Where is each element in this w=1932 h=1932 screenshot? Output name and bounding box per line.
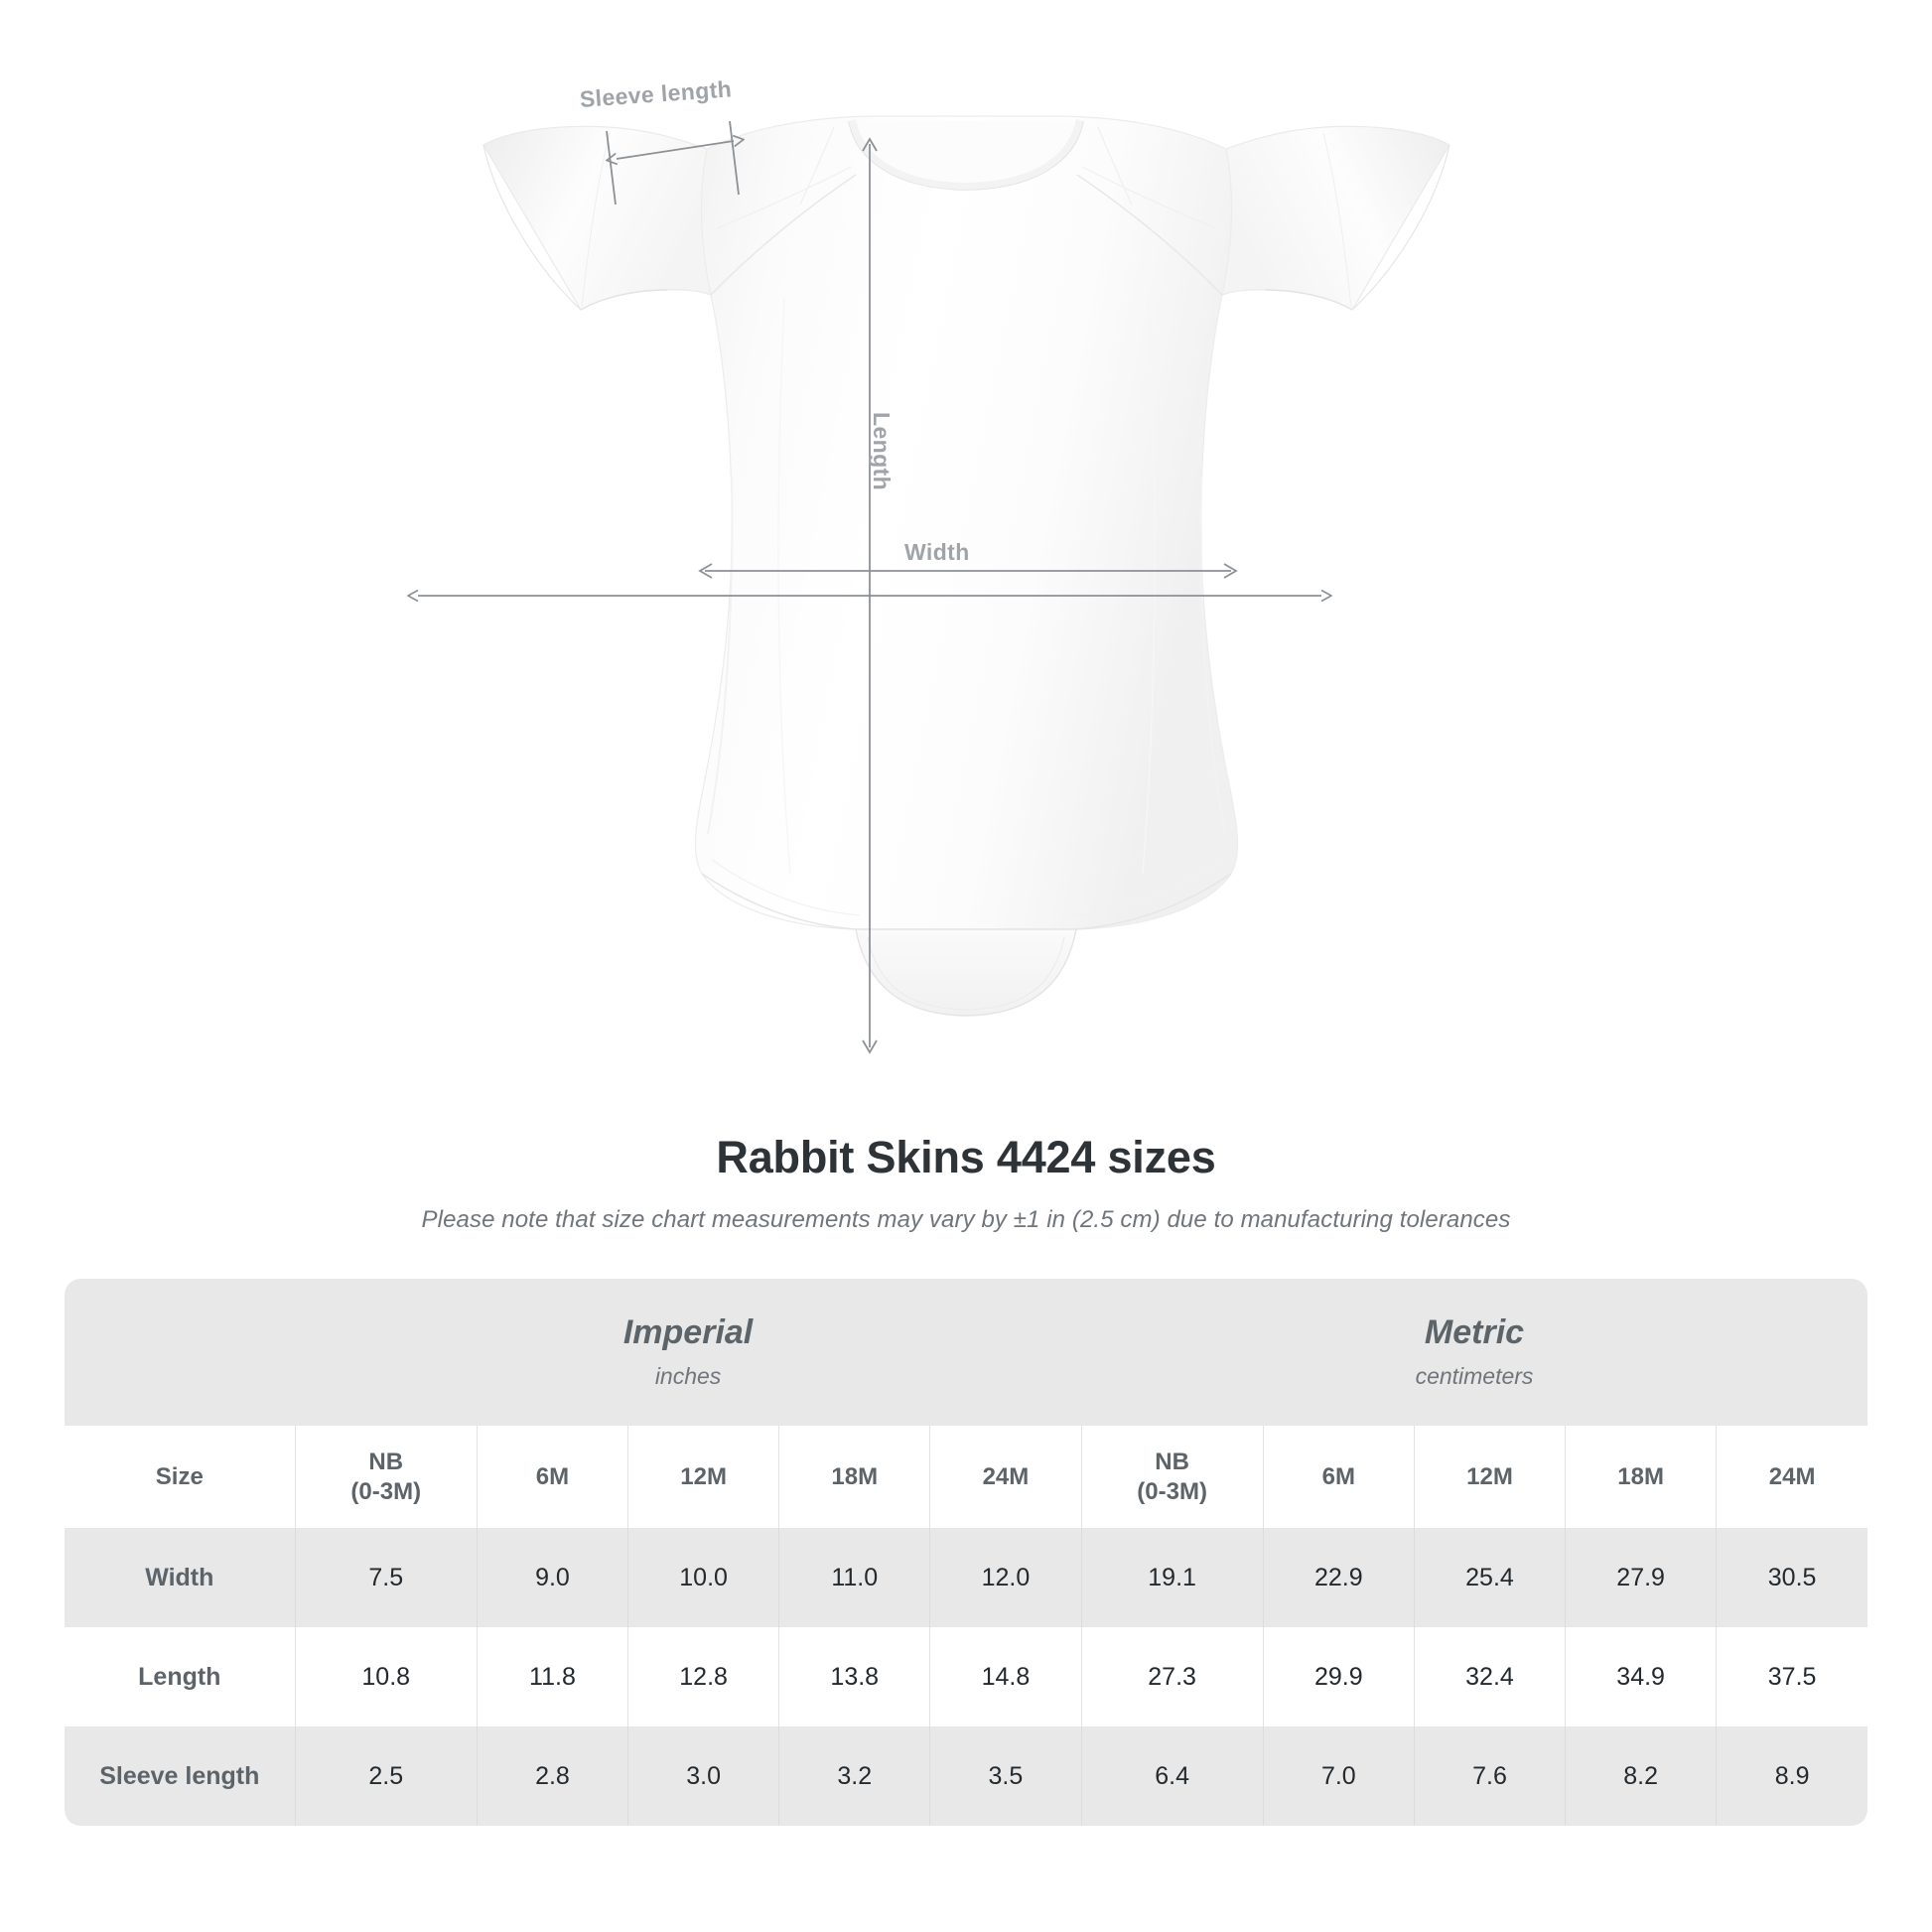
cell-sleeve-metric-nb: 6.4 [1080, 1726, 1264, 1826]
cell-width-metric-6m: 22.9 [1262, 1528, 1415, 1627]
cell-width-imperial-12m: 10.0 [627, 1528, 779, 1627]
column-header-imperial-18m: 18M [778, 1426, 930, 1528]
cell-length-imperial-18m: 13.8 [778, 1627, 930, 1726]
cell-width-imperial-18m: 11.0 [778, 1528, 930, 1627]
column-header-metric-24m: 24M [1716, 1426, 1867, 1528]
column-header-imperial-nb: NB (0-3M) [294, 1426, 478, 1528]
table-row: Length 10.8 11.8 12.8 13.8 14.8 27.3 29.… [65, 1627, 1867, 1726]
size-header-row: Size NB (0-3M) 6M 12M 18M 24M NB (0-3M) … [65, 1426, 1867, 1528]
cell-sleeve-metric-24m: 8.9 [1716, 1726, 1867, 1826]
cell-length-imperial-12m: 12.8 [627, 1627, 779, 1726]
metric-unit-label: centimeters [1415, 1362, 1534, 1389]
cell-width-imperial-6m: 9.0 [476, 1528, 628, 1627]
cell-width-metric-24m: 30.5 [1716, 1528, 1867, 1627]
page-title: Rabbit Skins 4424 sizes [716, 1132, 1216, 1182]
column-header-imperial-6m: 6M [476, 1426, 628, 1528]
column-header-imperial-24m: 24M [929, 1426, 1081, 1528]
cell-sleeve-metric-18m: 8.2 [1565, 1726, 1717, 1826]
row-label-length: Length [65, 1627, 296, 1726]
column-header-metric-nb: NB (0-3M) [1080, 1426, 1264, 1528]
column-header-size: NB [1155, 1449, 1189, 1476]
table-row: Sleeve length 2.5 2.8 3.0 3.2 3.5 6.4 7.… [65, 1726, 1867, 1826]
bodysuit-diagram [0, 115, 1450, 1054]
right-sleeve [1221, 125, 1450, 311]
row-label-sleeve-length: Sleeve length [65, 1726, 296, 1826]
cell-length-metric-nb: 27.3 [1080, 1627, 1264, 1726]
imperial-unit-label: inches [654, 1362, 722, 1389]
left-sleeve [483, 125, 712, 311]
cell-length-metric-6m: 29.9 [1262, 1627, 1415, 1726]
cell-width-metric-nb: 19.1 [1080, 1528, 1264, 1627]
imperial-label: Imperial [622, 1313, 754, 1352]
metric-group-header: Metric centimeters [1081, 1279, 1867, 1426]
size-chart-table-container: Imperial inches Metric centimeters Size … [65, 1279, 1867, 1826]
cell-length-imperial-24m: 14.8 [929, 1627, 1081, 1726]
tolerance-note: Please note that size chart measurements… [421, 1206, 1511, 1233]
column-header-metric-18m: 18M [1565, 1426, 1717, 1528]
cell-sleeve-imperial-6m: 2.8 [476, 1726, 628, 1826]
imperial-group-header: Imperial inches [295, 1279, 1081, 1426]
sleeve-length-dimension [607, 120, 739, 206]
cell-length-metric-18m: 34.9 [1565, 1627, 1717, 1726]
cell-sleeve-imperial-nb: 2.5 [294, 1726, 478, 1826]
column-header-metric-6m: 6M [1262, 1426, 1415, 1528]
column-header-size: NB [368, 1449, 404, 1476]
cell-width-metric-18m: 27.9 [1565, 1528, 1717, 1627]
width-dimension-label: Width [904, 539, 970, 565]
metric-label: Metric [1424, 1313, 1525, 1352]
column-header-size-sub: (0-3M) [350, 1477, 422, 1505]
cell-length-metric-24m: 37.5 [1716, 1627, 1867, 1726]
cell-sleeve-imperial-24m: 3.5 [929, 1726, 1081, 1826]
cell-length-imperial-nb: 10.8 [294, 1627, 478, 1726]
unit-group-row: Imperial inches Metric centimeters [65, 1279, 1867, 1426]
size-chart-table: Imperial inches Metric centimeters Size … [65, 1279, 1867, 1826]
row-label-width: Width [65, 1528, 296, 1627]
cell-width-metric-12m: 25.4 [1413, 1528, 1566, 1627]
cell-sleeve-metric-12m: 7.6 [1413, 1726, 1566, 1826]
cell-length-metric-12m: 32.4 [1413, 1627, 1566, 1726]
cell-length-imperial-6m: 11.8 [476, 1627, 628, 1726]
cell-sleeve-imperial-12m: 3.0 [627, 1726, 779, 1826]
length-dimension [418, 137, 1321, 1054]
crotch-gusset [701, 859, 1232, 1017]
title-block: Rabbit Skins 4424 sizes Please note that… [0, 1132, 1932, 1234]
garment-illustration: Sleeve length Length Width [0, 75, 1450, 1054]
cell-sleeve-metric-6m: 7.0 [1262, 1726, 1415, 1826]
cell-sleeve-imperial-18m: 3.2 [778, 1726, 930, 1826]
column-header-size-sub: (0-3M) [1137, 1477, 1207, 1505]
cell-width-imperial-nb: 7.5 [294, 1528, 478, 1627]
column-header-metric-12m: 12M [1413, 1426, 1566, 1528]
width-dimension [698, 563, 1238, 579]
length-dimension-label: Length [869, 412, 895, 491]
cell-width-imperial-24m: 12.0 [929, 1528, 1081, 1627]
column-header-imperial-12m: 12M [627, 1426, 779, 1528]
table-row: Width 7.5 9.0 10.0 11.0 12.0 19.1 22.9 2… [65, 1528, 1867, 1627]
unit-spacer-cell [65, 1279, 296, 1426]
size-column-header: Size [65, 1426, 296, 1528]
bodysuit-body [694, 115, 1239, 930]
